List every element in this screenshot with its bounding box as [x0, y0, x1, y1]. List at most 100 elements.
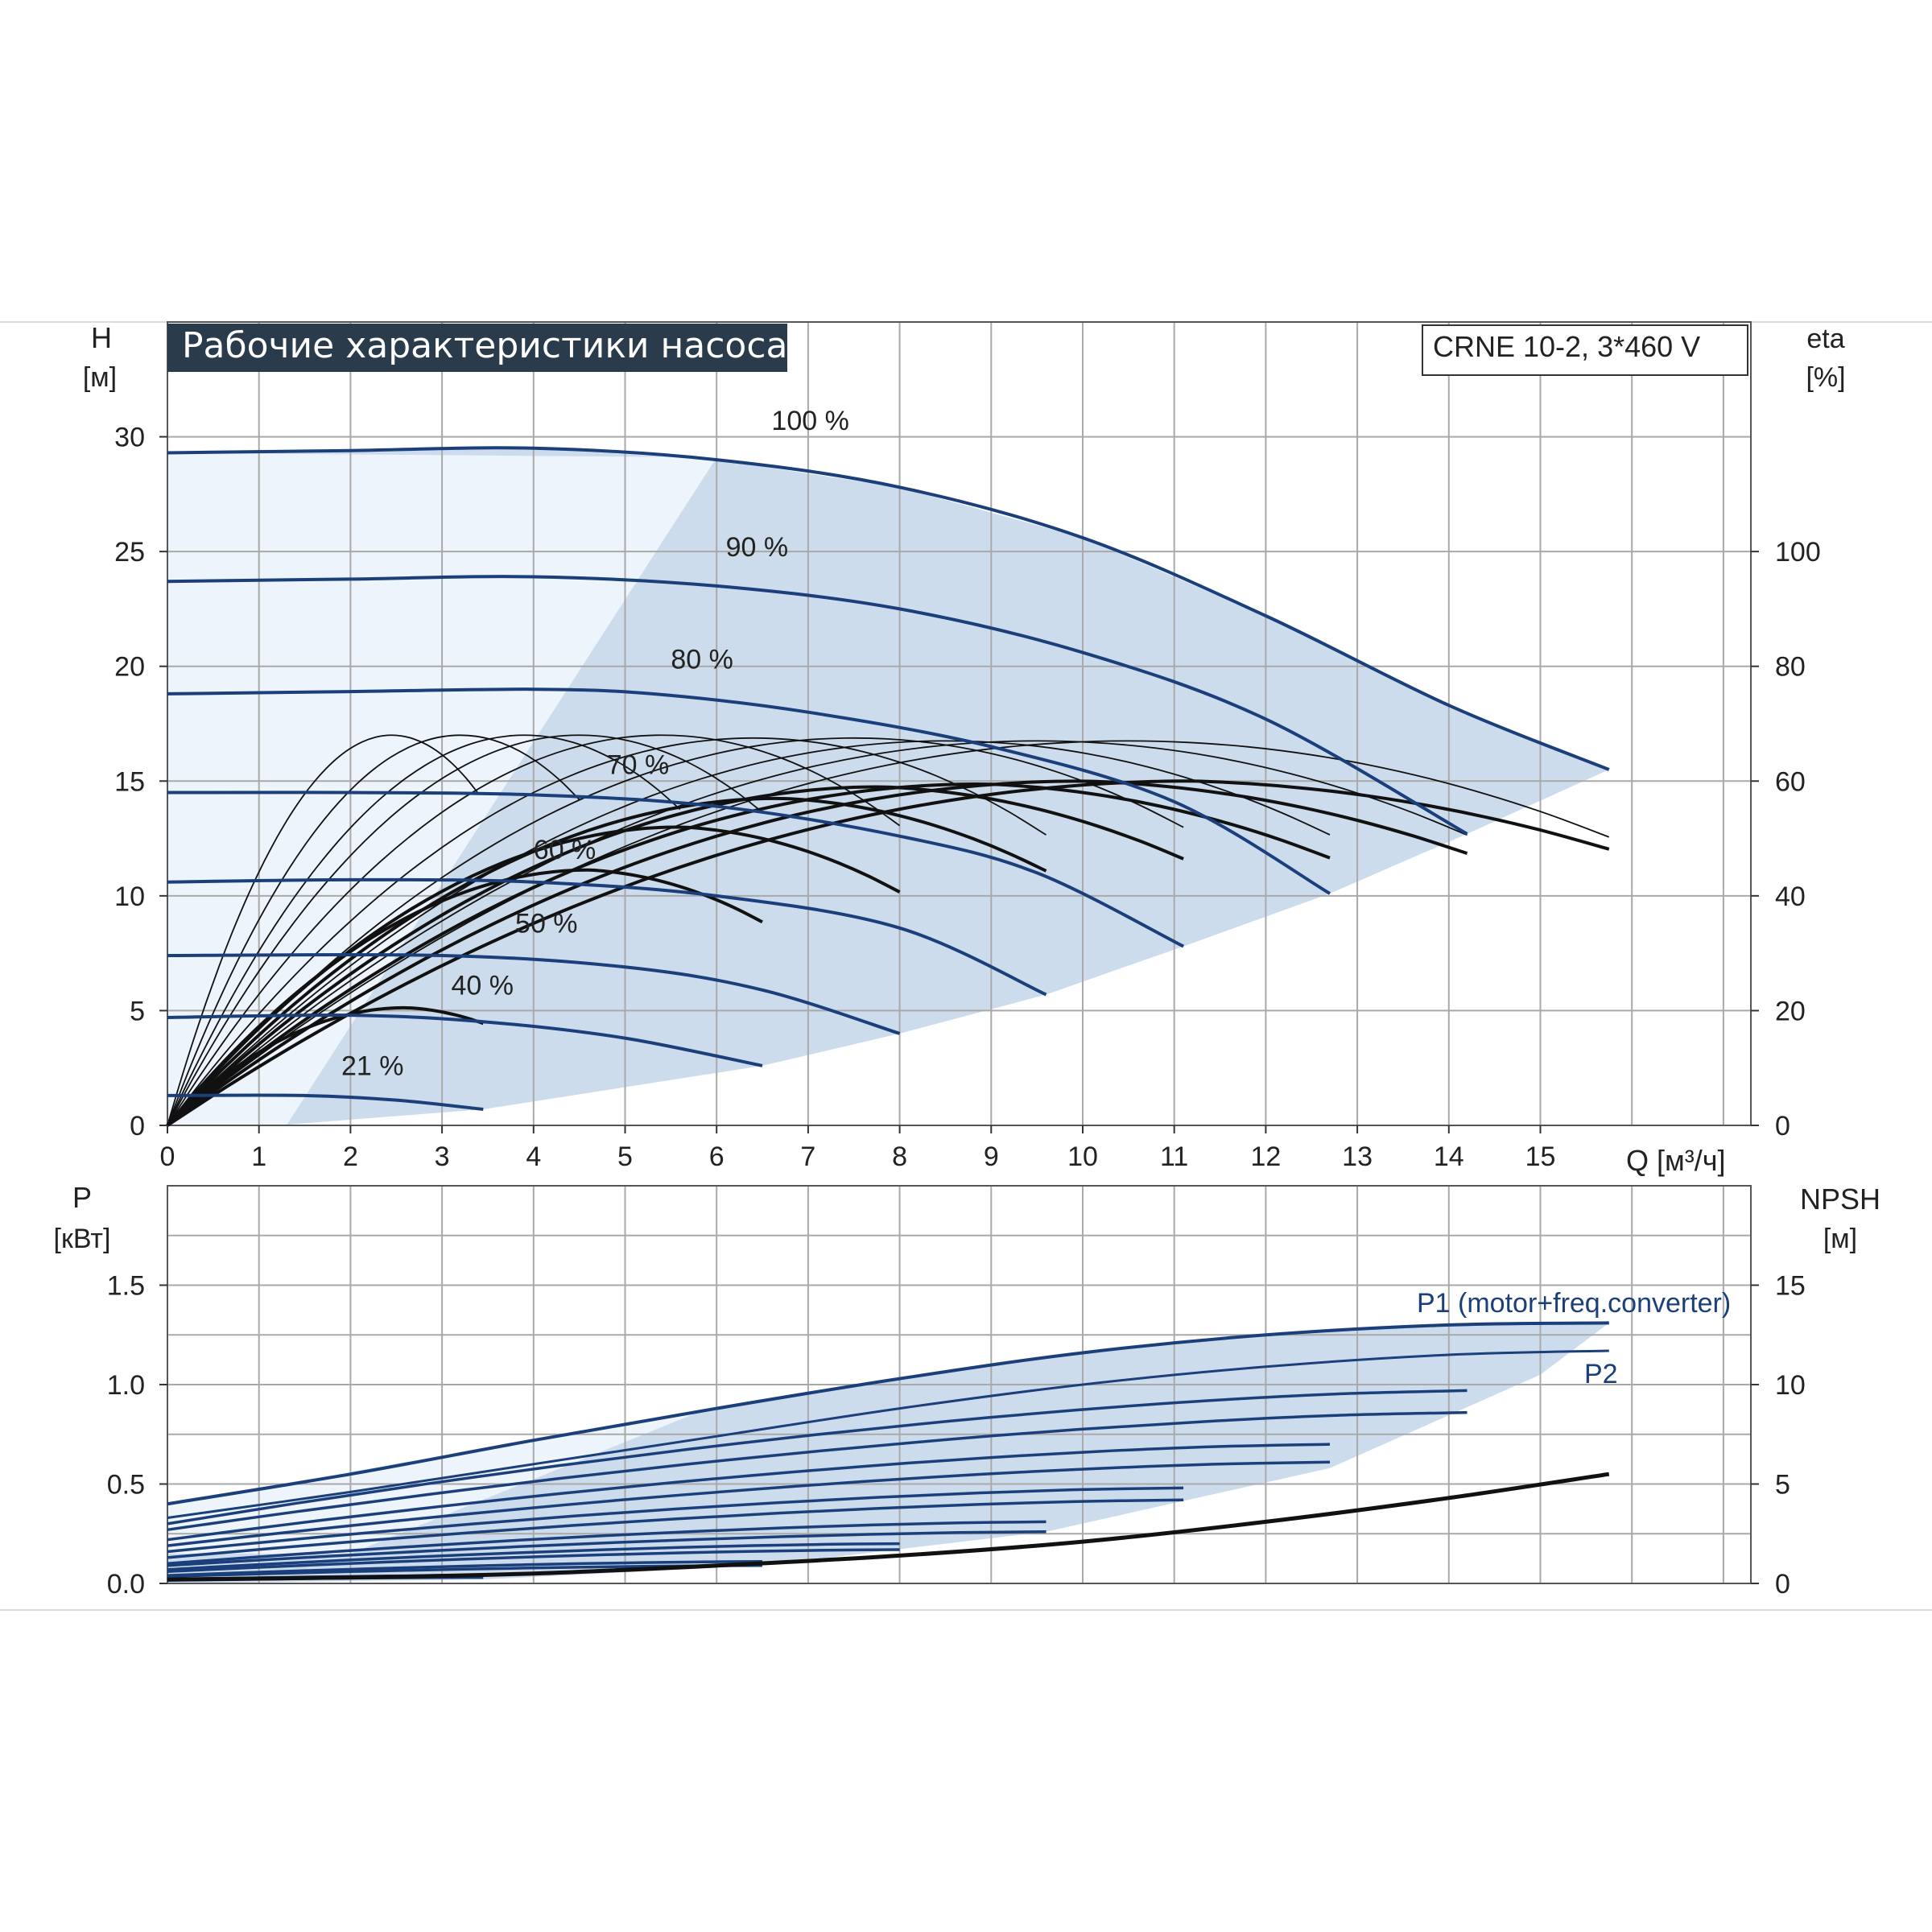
- p1-series-label: P1 (motor+freq.converter): [1417, 1288, 1731, 1319]
- efficiency-curve: [167, 740, 1468, 1126]
- x-tick-label: 0: [160, 1141, 175, 1172]
- speed-curve-label: 40 %: [451, 970, 514, 1001]
- power-curve: [167, 1410, 1468, 1532]
- x-tick-label: 12: [1250, 1141, 1281, 1172]
- power-curve: [167, 1520, 1046, 1566]
- speed-curve-label: 50 %: [515, 908, 578, 939]
- efficiency-curve-bold: [166, 779, 1468, 1127]
- power-y-tick-label: 1.5: [107, 1271, 145, 1302]
- speed-curve-label: 80 %: [671, 645, 733, 675]
- power-curve: [167, 1389, 1468, 1525]
- npsh-y-tick-label: 5: [1775, 1470, 1790, 1501]
- p1-curve: [167, 1321, 1609, 1506]
- y-tick-label: 5: [130, 996, 145, 1026]
- flow-axis-label: Q [м³/ч]: [1626, 1144, 1726, 1177]
- npsh-y-tick-label: 0: [1775, 1569, 1790, 1600]
- speed-curve-label: 60 %: [534, 835, 597, 865]
- power-panel: 0.0 0.5 1.0 1.5 0 5 10 15 P [кВт] NPSH [м] P1 (…: [54, 1181, 1880, 1600]
- y2-tick-label: 40: [1775, 881, 1806, 912]
- efficiency-curve-bold: [166, 779, 1610, 1127]
- x-tick-label: 15: [1525, 1141, 1556, 1172]
- efficiency-curve-bold: [166, 782, 1331, 1127]
- power-curve: [167, 1548, 900, 1573]
- head-axis-label: H: [91, 321, 112, 354]
- eta-axis-label: eta: [1806, 324, 1844, 354]
- head-axis-unit: [м]: [83, 362, 117, 393]
- power-curves: [167, 1321, 1610, 1583]
- power-y-tick-label: 0.0: [107, 1569, 145, 1600]
- speed-curve-label: 90 %: [726, 532, 789, 563]
- y-tick-label: 15: [114, 766, 145, 797]
- speed-curve-label: 100 %: [771, 406, 848, 436]
- p2-curve: [167, 1349, 1609, 1519]
- power-curve: [167, 1564, 763, 1579]
- npsh-y-tick-label: 15: [1775, 1271, 1806, 1302]
- power-axis-label: P: [72, 1181, 92, 1214]
- x-tick-label: 1: [251, 1141, 266, 1172]
- y-tick-label: 20: [114, 652, 145, 683]
- power-curve: [167, 1530, 1046, 1567]
- power-curve: [167, 1498, 1184, 1559]
- efficiency-curve: [167, 737, 1184, 1126]
- power-y-tick-label: 1.0: [107, 1370, 145, 1401]
- npsh-y-tick-label: 10: [1775, 1370, 1806, 1401]
- y-tick-label: 10: [114, 881, 145, 912]
- npsh-curve: [167, 1472, 1610, 1582]
- power-curve: [167, 1560, 763, 1577]
- head-panel: 0 1 2 3 4 5 6 7 8 9 10 11 12 13 14 15051015202530020406…: [83, 321, 1846, 1177]
- eta-axis-unit: [%]: [1806, 362, 1845, 393]
- npsh-axis-label: NPSH: [1800, 1183, 1880, 1216]
- x-tick-label: 5: [617, 1141, 633, 1172]
- efficiency-curve: [167, 734, 681, 1126]
- x-tick-label: 11: [1160, 1141, 1188, 1172]
- x-tick-label: 7: [800, 1141, 815, 1172]
- efficiency-curve: [167, 734, 901, 1126]
- y-tick-label: 30: [114, 423, 145, 453]
- y2-tick-label: 60: [1775, 766, 1806, 797]
- head-ticks: 0 1 2 3 4 5 6 7 8 9 10 11 12 13 14 15051015202530020406…: [114, 423, 1821, 1172]
- title-background: [167, 324, 787, 372]
- speed-curve: [167, 877, 1047, 997]
- power-curve: [167, 1486, 1184, 1554]
- model-label: CRNE 10-2, 3*460 V: [1433, 330, 1700, 363]
- speed-curve: [167, 446, 1610, 771]
- speed-curve: [167, 1013, 763, 1067]
- speed-curve: [167, 952, 901, 1035]
- efficiency-curve: [167, 734, 480, 1126]
- x-tick-label: 3: [435, 1141, 450, 1172]
- power-ticks: 0.0 0.5 1.0 1.5 0 5 10 15: [107, 1271, 1806, 1600]
- x-tick-label: 4: [526, 1141, 541, 1172]
- speed-curve: [167, 687, 1331, 895]
- efficiency-curve: [167, 740, 1331, 1126]
- efficiency-curve-bold: [166, 796, 1047, 1127]
- chart-title: Рабочие характеристики насоса: [182, 325, 787, 366]
- efficiency-curve: [167, 734, 763, 1126]
- y2-tick-label: 0: [1775, 1111, 1790, 1141]
- p2-series-label: P2: [1584, 1359, 1618, 1389]
- npsh-axis-unit: [м]: [1823, 1224, 1857, 1254]
- power-axis-unit: [кВт]: [54, 1224, 111, 1254]
- speed-curve-label: 70 %: [607, 750, 670, 781]
- power-y-tick-label: 0.5: [107, 1470, 145, 1501]
- x-tick-label: 13: [1342, 1141, 1373, 1172]
- y2-tick-label: 80: [1775, 652, 1806, 683]
- efficiency-curves: [166, 734, 1610, 1127]
- efficiency-curve-bold: [166, 785, 1184, 1127]
- speed-curve: [167, 791, 1184, 948]
- x-tick-label: 9: [984, 1141, 999, 1172]
- speed-curve: [167, 1093, 484, 1111]
- y2-tick-label: 100: [1775, 537, 1821, 568]
- head-grid: [167, 321, 1752, 1126]
- efficiency-curve: [167, 740, 1610, 1126]
- power-grid: [167, 1185, 1752, 1584]
- y-tick-label: 25: [114, 537, 145, 568]
- x-tick-label: 8: [892, 1141, 907, 1172]
- speed-curve: [167, 575, 1468, 836]
- power-curve: [167, 1460, 1331, 1547]
- speed-labels: 100 % 90 % 80 % 70 % 60 % 50 %40 % 21 %: [341, 406, 849, 1081]
- x-tick-label: 10: [1067, 1141, 1098, 1172]
- y2-tick-label: 20: [1775, 996, 1806, 1026]
- x-tick-label: 6: [709, 1141, 724, 1172]
- head-plot-frame: [167, 321, 1752, 1126]
